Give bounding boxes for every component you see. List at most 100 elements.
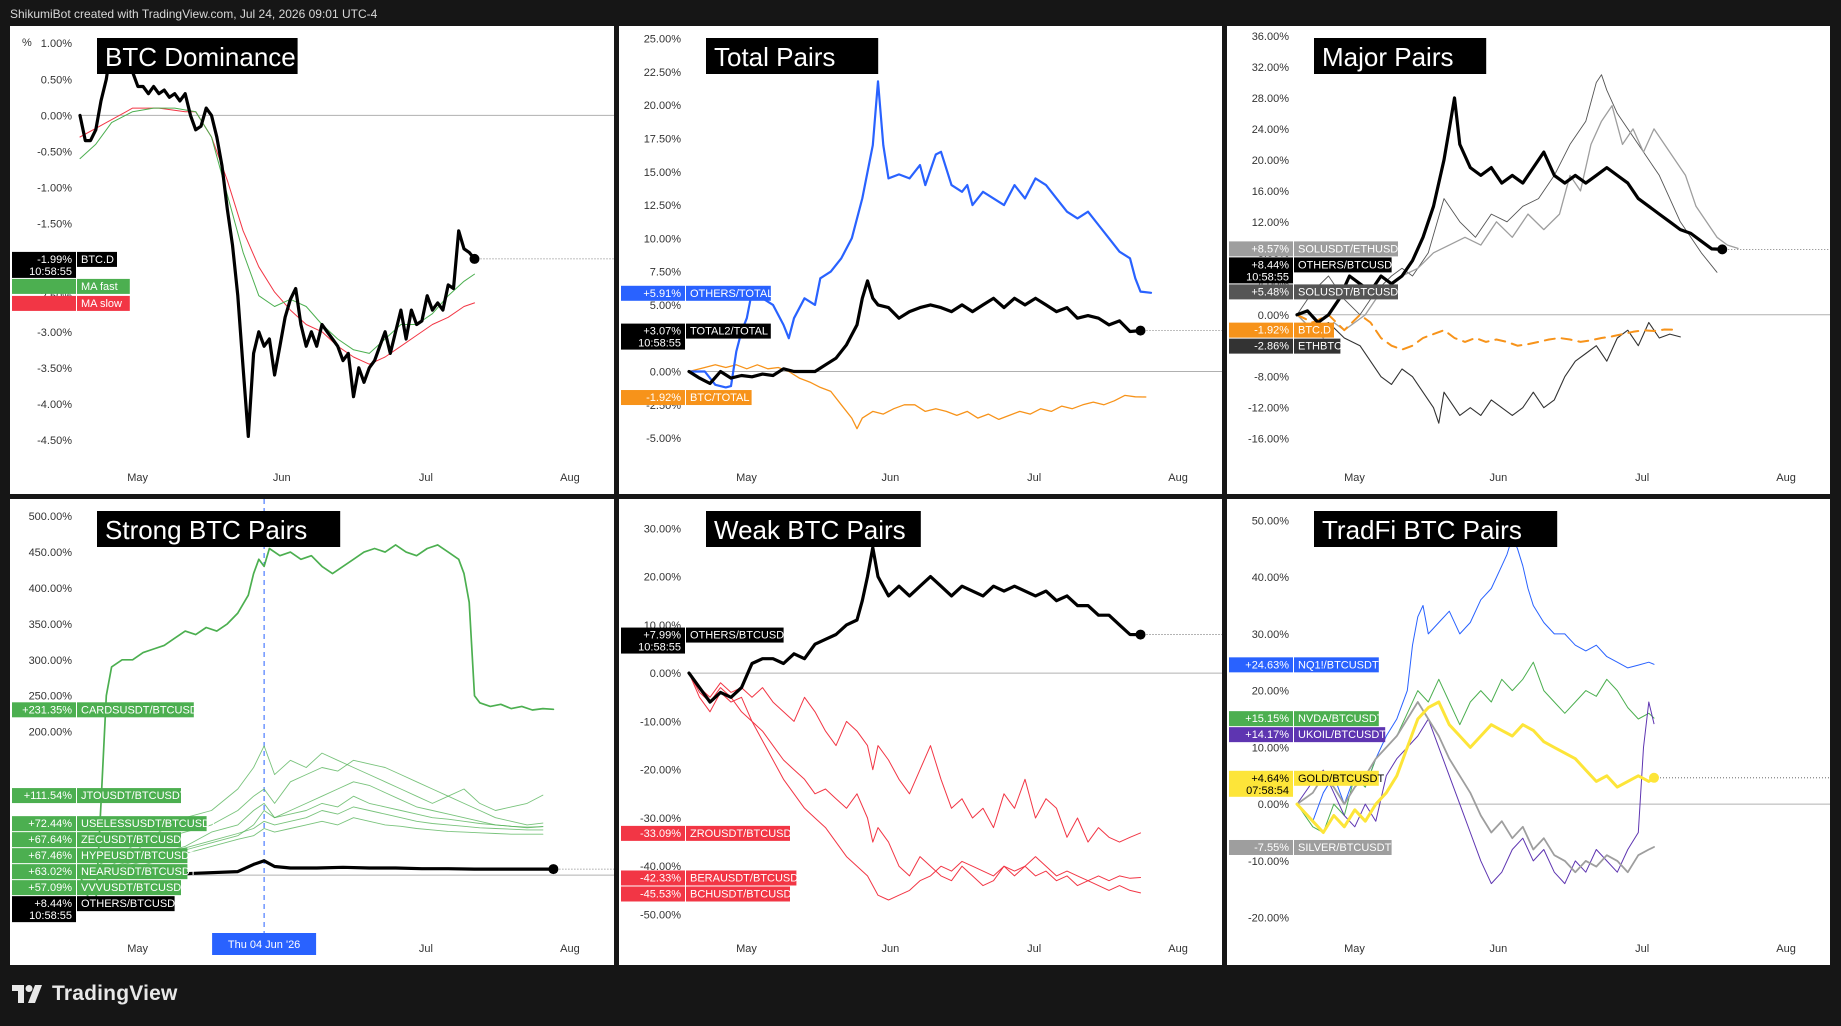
series-label-zrousdt-btcusdt: -33.09% ZROUSDT/BTCUSDT — [621, 825, 798, 841]
series-line-solusdt-btcusdt[interactable] — [1296, 74, 1718, 316]
y-tick-label: 20.00% — [1252, 155, 1290, 167]
chart-svg-weak-btc-pairs: 30.00%20.00%10.00%0.00%-10.00%-20.00%-30… — [621, 511, 1222, 955]
y-tick-label: -30.00% — [640, 813, 681, 825]
series-label-bchusdt-btcusdt: -45.53% BCHUSDT/BTCUSDT — [621, 886, 798, 902]
value-label-box — [12, 864, 76, 880]
series-line-others-total[interactable] — [687, 80, 1153, 389]
series-line-zrousdt-btcusdt[interactable] — [688, 672, 1141, 843]
value-label-box — [1229, 770, 1293, 797]
chart-credit: ShikumiBot created with TradingView.com,… — [10, 7, 378, 21]
series-label-ma-fast: MA fast — [12, 278, 130, 294]
series-name-box — [686, 627, 784, 643]
series-name-label: BTC.D — [81, 254, 114, 266]
series-line-cardsusdt-btcusdt[interactable] — [79, 544, 555, 905]
series-line-ma-slow[interactable] — [79, 107, 475, 365]
y-axis-labels: 36.00% 32.00% 28.00% 24.00% 20.00% 16.00% 12.0… — [1248, 31, 1289, 446]
panel-weak-btc-pairs[interactable]: 30.00% 20.00% 10.00% 0.00% -10.00% -20.00% -30… — [619, 499, 1222, 965]
series-name-box — [77, 848, 188, 864]
y-axis-labels: 25.00% 22.50% 20.00% 17.50% 15.00% 12.50% 10.0… — [644, 34, 682, 445]
series-line-ethbtc[interactable] — [1296, 314, 1681, 424]
value-label-box — [12, 251, 76, 278]
series-name-box — [686, 825, 790, 841]
x-tick-label: May — [127, 472, 148, 484]
series-line-btc-total[interactable] — [688, 364, 1147, 430]
value-label-box — [12, 832, 76, 848]
value-label: +111.54% — [24, 790, 72, 802]
y-tick-label: 30.00% — [644, 523, 682, 535]
series-line-hypeusdt-btcusdt[interactable] — [79, 795, 544, 876]
series-name-box — [1294, 839, 1392, 855]
series-line-zecusdt-btcusdt[interactable] — [79, 781, 544, 876]
y-tick-label: 7.50% — [650, 267, 681, 279]
chart-svg-tradfi-btc-pairs: 50.00% 40.00% 30.00% 20.00% 10.00% 0.00% -10.0… — [1229, 511, 1830, 955]
value-label: +5.91% — [643, 288, 681, 300]
y-tick-label: 22.50% — [644, 67, 682, 79]
y-tick-label: -4.50% — [37, 435, 72, 447]
series-name-label: VVVUSDT/BTCUSDT — [81, 882, 188, 894]
y-tick-label: -1.50% — [37, 219, 72, 231]
series-line-berausdt-btcusdt[interactable] — [688, 672, 1141, 887]
tradingview-brand[interactable]: TradingView — [12, 982, 178, 1006]
series-line-vvvusdt-btcusdt[interactable] — [79, 817, 544, 876]
series-line-nvda-btcusdt[interactable] — [1296, 661, 1655, 833]
value-label-box — [12, 880, 76, 896]
series-name-box — [77, 295, 130, 311]
series-line-bchusdt-btcusdt[interactable] — [688, 672, 1141, 901]
series-name-box — [686, 390, 752, 406]
series-name-box — [1294, 338, 1341, 354]
value-label: +3.07% — [643, 326, 681, 338]
tradingview-wordmark: TradingView — [52, 982, 178, 1005]
y-tick-label: 12.50% — [644, 200, 682, 212]
value-label-box — [1229, 727, 1293, 743]
series-label-berausdt-btcusdt: -42.33% BERAUSDT/BTCUSDT — [621, 870, 805, 886]
series-line-jtousdt-btcusdt[interactable] — [79, 745, 544, 876]
chart-title: Total Pairs — [714, 42, 835, 72]
x-tick-label: Jul — [1027, 943, 1041, 955]
y-tick-label: -20.00% — [1248, 913, 1289, 925]
value-label: +231.35% — [22, 704, 72, 716]
panel-major-pairs[interactable]: 36.00% 32.00% 28.00% 24.00% 20.00% 16.00% 12.0… — [1227, 26, 1830, 494]
series-line-gold-btcusdt[interactable] — [1295, 700, 1656, 834]
value-label: +7.99% — [643, 630, 681, 642]
series-name-label: NVDA/BTCUSDT — [1298, 713, 1384, 725]
series-name-label: UKOIL/BTCUSDT — [1298, 729, 1386, 741]
series-line-solusdt-ethusdt[interactable] — [1296, 105, 1739, 339]
x-tick-label: Jul — [1635, 943, 1649, 955]
x-tick-label: Jun — [1489, 943, 1507, 955]
chart-title: TradFi BTC Pairs — [1322, 515, 1522, 545]
value-label: -1.92% — [1254, 325, 1289, 337]
series-line-ukoil-btcusdt[interactable] — [1296, 701, 1655, 885]
series-line-nearusdt-btcusdt[interactable] — [79, 806, 544, 876]
value-label-box — [621, 323, 685, 350]
value-label-box — [1229, 322, 1293, 338]
series-name-label: MA slow — [81, 298, 122, 310]
series-name-label: MA fast — [81, 281, 118, 293]
series-line-btc-d[interactable] — [1296, 313, 1676, 351]
value-label: -7.55% — [1254, 842, 1289, 854]
y-tick-label: 12.00% — [1252, 217, 1290, 229]
value-label-box — [12, 278, 76, 294]
panel-total-pairs[interactable]: 25.00% 22.50% 20.00% 17.50% 15.00% 12.50% 10.0… — [619, 26, 1222, 494]
series-name-label: GOLD/BTCUSDT — [1298, 773, 1384, 785]
x-tick-label: Jul — [419, 472, 433, 484]
panel-tradfi-btc-pairs[interactable]: 50.00% 40.00% 30.00% 20.00% 10.00% 0.00% -10.0… — [1227, 499, 1830, 965]
panel-btc-dominance[interactable]: 1.00%0.50%0.00%-0.50%-1.00%-1.50%-2.00%-… — [10, 26, 614, 494]
value-label-box — [621, 825, 685, 841]
value-label: +63.02% — [28, 866, 72, 878]
panel-strong-btc-pairs[interactable]: 500.00% 450.00% 400.00% 350.00% 300.00% 250.0… — [10, 499, 614, 965]
countdown-timer: 10:58:55 — [638, 338, 681, 350]
value-label-box — [1229, 839, 1293, 855]
chart-title-box — [706, 38, 879, 74]
series-line-others-btcusdt[interactable] — [687, 546, 1143, 704]
x-tick-label: Jun — [1489, 472, 1507, 484]
series-line-total2-total[interactable] — [687, 279, 1143, 386]
value-label-box — [621, 390, 685, 406]
y-tick-label: 450.00% — [29, 547, 73, 559]
series-name-label: OTHERS/BTCUSDT — [690, 630, 791, 642]
series-line-btc-d[interactable] — [78, 41, 477, 438]
series-name-label: ZECUSDT/BTCUSDT — [81, 834, 188, 846]
y-tick-label: -8.00% — [1254, 372, 1289, 384]
series-line-others-btcusdt[interactable] — [78, 859, 555, 877]
y-tick-label: -4.00% — [37, 399, 72, 411]
